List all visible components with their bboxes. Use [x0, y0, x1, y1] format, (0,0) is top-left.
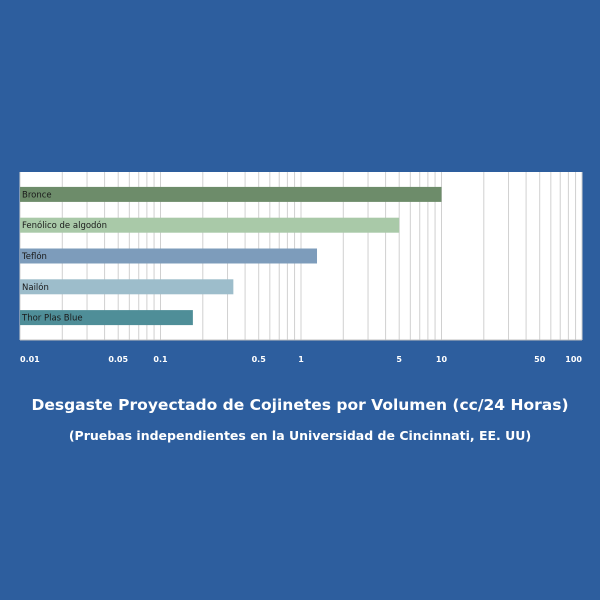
x-tick-label: 5 — [396, 355, 402, 364]
x-tick-label: 0.1 — [153, 355, 168, 364]
bar-4 — [20, 279, 234, 295]
bar-label: Fenólico de algodón — [22, 220, 107, 231]
bar-2 — [20, 217, 400, 233]
bar-label: Nailón — [22, 282, 49, 293]
x-tick-label: 1 — [298, 355, 304, 364]
bar-label: Bronce — [22, 190, 52, 200]
chart-title: Desgaste Proyectado de Cojinetes por Vol… — [31, 396, 569, 414]
bar-label: Teflón — [21, 251, 47, 262]
bar-3 — [20, 248, 318, 264]
x-tick-label: 10 — [436, 355, 448, 364]
chart-subtitle: (Pruebas independientes en la Universida… — [68, 428, 532, 443]
bar-labels: Bronce Fenólico de algodón Teflón Nailón Tho… — [21, 190, 107, 323]
bar-5 — [20, 310, 193, 326]
x-tick-label: 100 — [565, 355, 582, 364]
x-axis-ticks: 0.01 0.05 0.1 0.5 1 5 10 50 100 — [20, 355, 582, 364]
x-tick-label: 50 — [534, 355, 546, 364]
bars — [20, 186, 442, 326]
x-tick-label: 0.05 — [108, 355, 128, 364]
x-tick-label: 0.5 — [252, 355, 267, 364]
bar-label: Thor Plas Blue — [21, 314, 83, 324]
bar-1 — [20, 186, 442, 202]
x-tick-label: 0.01 — [20, 355, 40, 364]
